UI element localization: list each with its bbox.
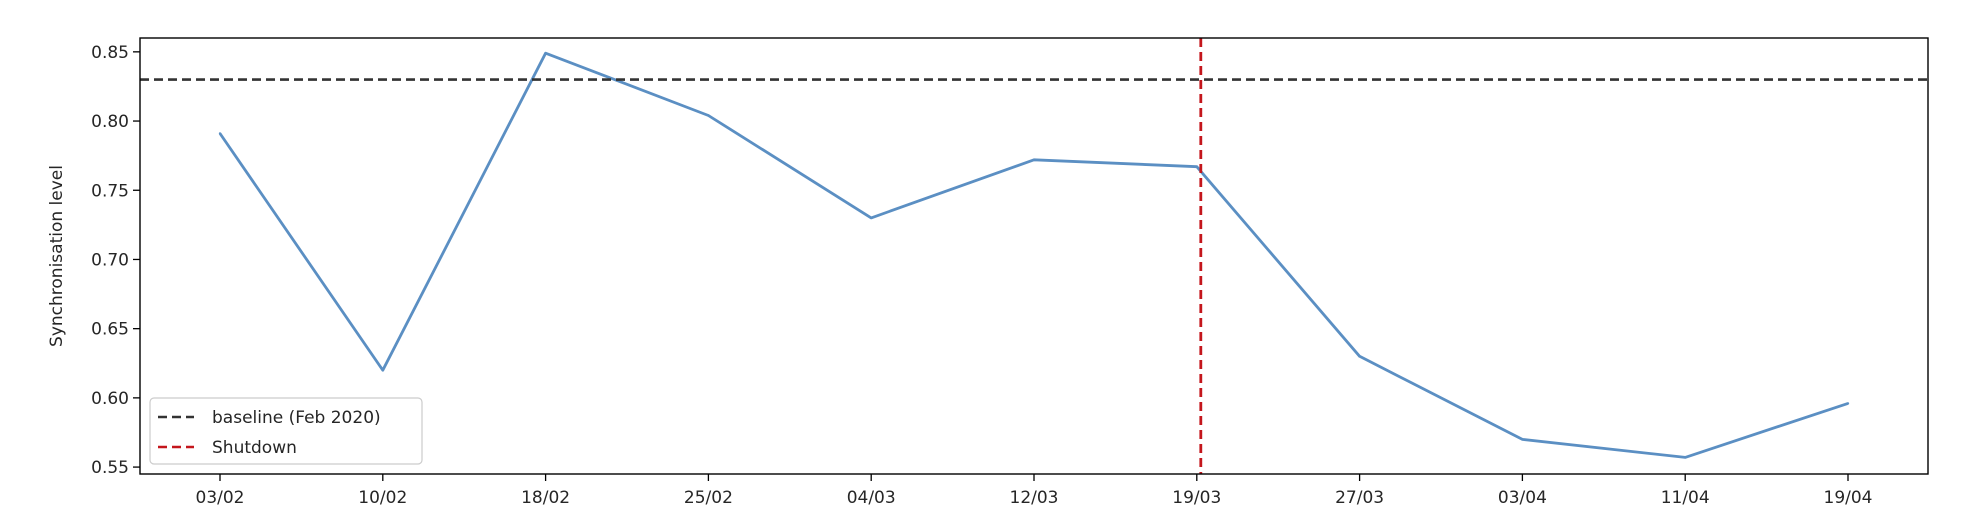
x-tick-label: 10/02 (358, 488, 407, 508)
x-tick-label: 19/04 (1824, 488, 1873, 508)
series-point (1195, 165, 1199, 168)
x-tick-label: 03/04 (1498, 488, 1547, 508)
plot-area (218, 51, 1850, 459)
y-tick-label: 0.85 (91, 43, 129, 63)
y-tick-label: 0.70 (91, 250, 129, 270)
x-tick-label: 04/03 (847, 488, 896, 508)
x-tick-label: 19/03 (1172, 488, 1221, 508)
legend-label-shutdown: Shutdown (212, 438, 297, 458)
y-tick-label: 0.80 (91, 112, 129, 132)
series-point (870, 216, 873, 220)
x-tick-label: 25/02 (684, 488, 733, 508)
legend-box (149, 397, 423, 465)
series-point (707, 114, 710, 117)
y-tick-label: 0.55 (91, 458, 129, 478)
x-tick-label: 11/04 (1661, 488, 1710, 508)
series-point (1846, 402, 1850, 405)
x-axis: 03/02 10/02 18/02 25/02 04/03 12/03 19/03 27/03… (196, 474, 1873, 508)
series-point (1521, 438, 1524, 441)
x-tick-label: 12/03 (1010, 488, 1059, 508)
y-tick-label: 0.75 (91, 181, 129, 201)
x-tick-label: 03/02 (196, 488, 245, 508)
series-point (381, 368, 384, 372)
series-point (1032, 158, 1036, 162)
series-point (218, 132, 222, 135)
y-tick-label: 0.65 (91, 320, 129, 340)
series-point (1684, 456, 1687, 459)
x-tick-label: 27/03 (1335, 488, 1384, 508)
reference-lines (140, 38, 1928, 474)
y-axis-label: Synchronisation level (47, 165, 67, 347)
y-tick-label: 0.60 (91, 389, 129, 409)
series-point (1358, 355, 1361, 358)
y-axis: 0.55 0.60 0.65 0.70 0.75 0.80 0.85 (91, 43, 140, 478)
legend-label-baseline: baseline (Feb 2020) (212, 408, 381, 428)
x-tick-label: 18/02 (521, 488, 570, 508)
series-point (544, 52, 547, 55)
legend: baseline (Feb 2020) Shutdown (149, 397, 423, 465)
